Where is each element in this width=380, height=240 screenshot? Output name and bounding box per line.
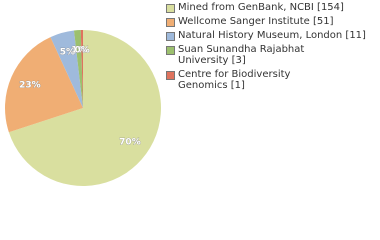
slice-label: 0% [75,46,90,56]
slice-label: 70% [119,138,141,148]
pie-slice [8,30,161,186]
legend-label: Suan Sunandha Rajabhat University [3] [178,44,305,66]
legend-item: Wellcome Sanger Institute [51] [166,16,366,27]
legend-item: Centre for Biodiversity Genomics [1] [166,69,366,91]
legend-swatch [166,4,175,13]
pie-slice [73,30,83,109]
pie-slice [50,30,83,108]
legend-label: Wellcome Sanger Institute [51] [178,16,334,27]
legend-swatch [166,18,175,27]
legend-swatch [166,32,175,41]
legend-swatch [166,46,175,55]
pie-area: 70% 23% 5%1%0% [4,30,161,186]
legend-label: Centre for Biodiversity Genomics [1] [178,69,291,91]
legend-label: Natural History Museum, London [11] [178,30,366,41]
legend-label: Mined from GenBank, NCBI [154] [178,2,344,13]
slice-label: 1% [71,46,86,56]
legend-swatch [166,71,175,80]
slice-label: 5% [60,48,75,58]
legend-item: Suan Sunandha Rajabhat University [3] [166,44,366,66]
pie-slice [80,30,83,108]
legend: Mined from GenBank, NCBI [154] Wellcome S… [166,2,366,94]
legend-item: Natural History Museum, London [11] [166,30,366,41]
legend-item: Mined from GenBank, NCBI [154] [166,2,366,13]
slice-label: 23% [19,80,41,90]
pie-slice [4,37,83,133]
